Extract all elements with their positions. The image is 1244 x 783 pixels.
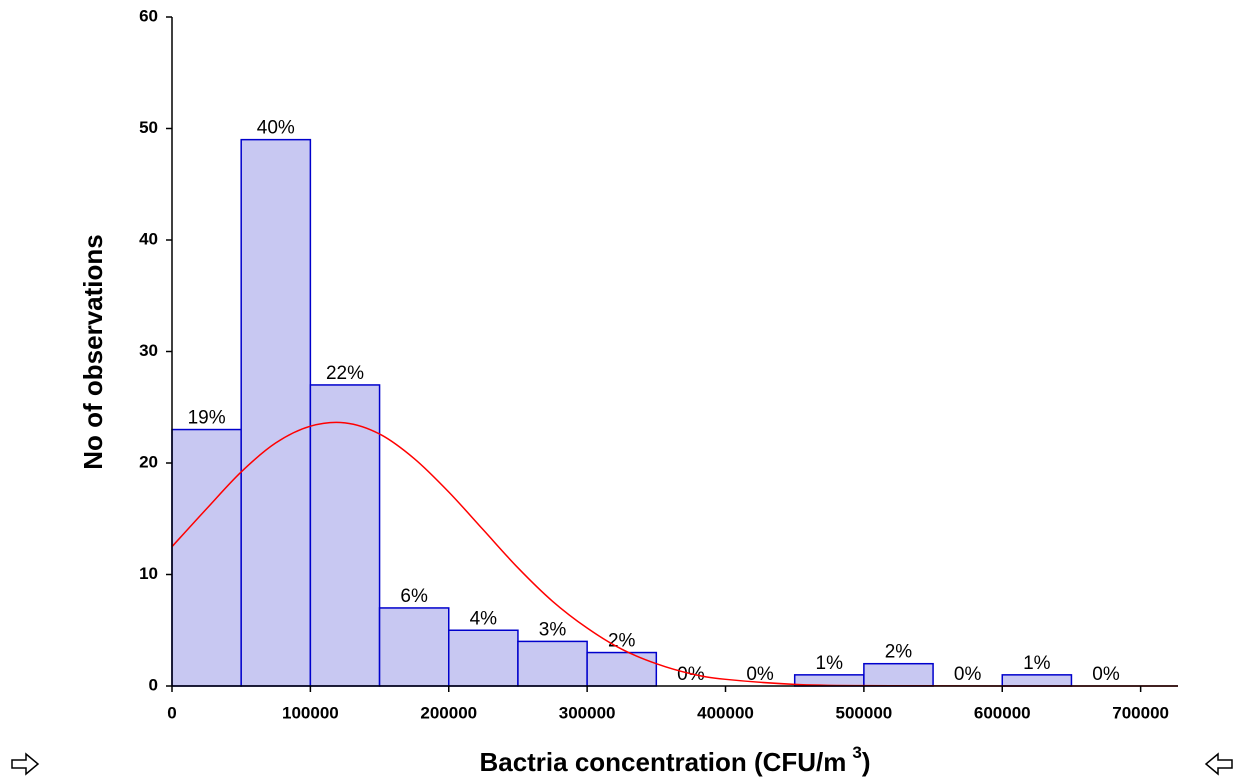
x-axis-title-end: ) — [862, 747, 871, 777]
bar-percent-label: 22% — [326, 363, 364, 384]
x-tick-label: 300000 — [559, 703, 616, 722]
left-arrow-icon — [1204, 752, 1233, 776]
bar — [378, 607, 450, 687]
x-axis-title: Bactria concentration (CFU/m 3) — [479, 743, 870, 776]
bar — [240, 138, 312, 687]
bar — [309, 384, 381, 687]
bar-percent-label: 1% — [816, 653, 844, 674]
bar-percent-label: 3% — [539, 619, 567, 640]
y-tick-label: 60 — [139, 6, 158, 25]
bar-percent-label: 1% — [1023, 653, 1051, 674]
bar-percent-label: 4% — [470, 608, 498, 629]
y-tick-label: 20 — [139, 452, 158, 471]
x-tick-label: 600000 — [974, 703, 1031, 722]
y-tick-label: 30 — [139, 341, 158, 360]
bar-percent-label: 0% — [1092, 664, 1120, 685]
x-tick-label: 0 — [167, 703, 176, 722]
x-tick-label: 700000 — [1112, 703, 1169, 722]
bar-percent-label: 0% — [677, 664, 705, 685]
x-tick-label: 200000 — [420, 703, 477, 722]
bar — [448, 629, 519, 687]
y-tick-label: 10 — [139, 564, 158, 583]
bar — [863, 662, 934, 687]
y-axis-title: No of observations — [78, 234, 108, 469]
y-tick-label: 0 — [149, 675, 158, 694]
x-tick-label: 100000 — [282, 703, 339, 722]
bar-percent-label: 2% — [885, 642, 913, 663]
x-axis-title-sup: 3 — [852, 743, 861, 762]
y-tick-label: 50 — [139, 118, 158, 137]
bar — [171, 428, 242, 687]
bar — [517, 640, 588, 687]
right-arrow-icon — [11, 752, 40, 776]
bar-percent-label: 6% — [400, 586, 428, 607]
bar-percent-label: 40% — [257, 118, 295, 139]
x-tick-label: 500000 — [836, 703, 893, 722]
bar — [586, 651, 658, 687]
x-axis-title-main: Bactria concentration (CFU/m — [479, 747, 846, 777]
bar-percent-label: 0% — [954, 664, 982, 685]
y-tick-label: 40 — [139, 229, 158, 248]
bar-percent-label: 19% — [188, 408, 226, 429]
x-tick-label: 400000 — [697, 703, 754, 722]
bar-percent-label: 0% — [746, 664, 774, 685]
bar — [1001, 674, 1073, 687]
